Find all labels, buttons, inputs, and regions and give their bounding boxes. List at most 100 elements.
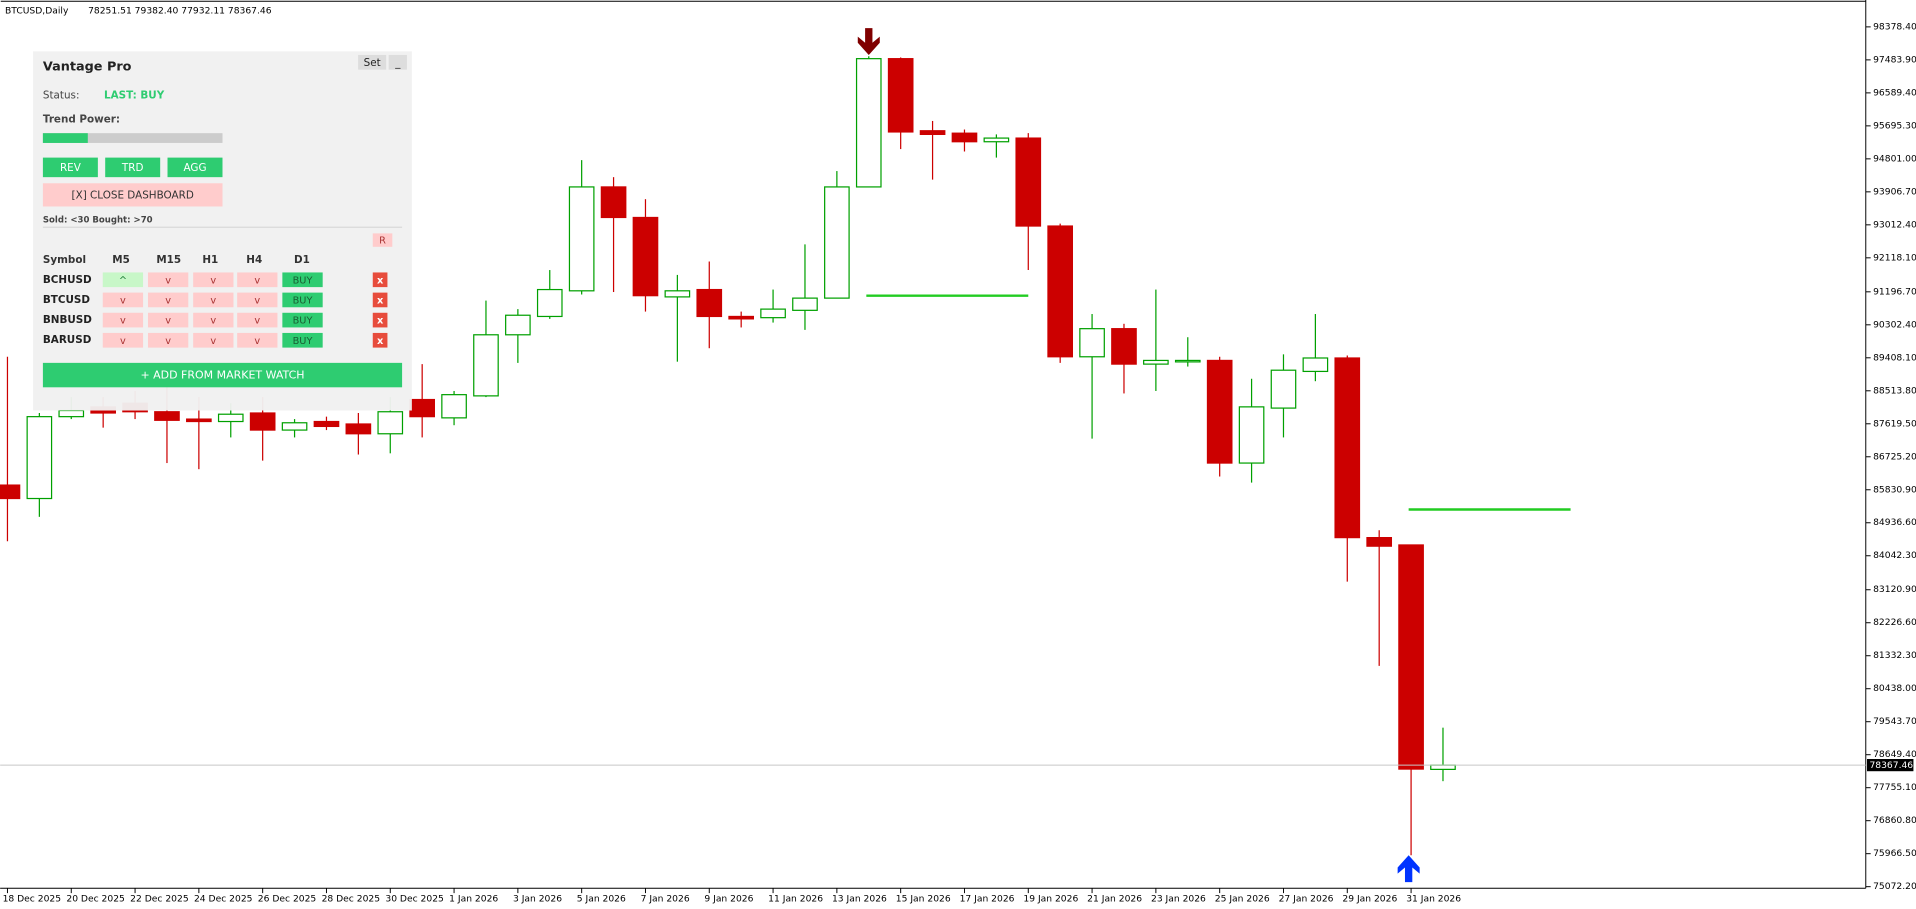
x-tick-label: 21 Jan 2026: [1087, 894, 1142, 905]
mode-button-label[interactable]: AGG: [184, 162, 207, 174]
candle-body: [1143, 359, 1169, 365]
signal-cell-label[interactable]: v: [165, 296, 171, 307]
candle-body: [1430, 764, 1456, 770]
candle-body: [760, 308, 786, 319]
signal-cell[interactable]: [193, 272, 234, 288]
x-tick-label: 18 Dec 2025: [3, 894, 62, 905]
signal-cell-label[interactable]: BUY: [293, 316, 313, 327]
signal-cell-label[interactable]: v: [210, 316, 216, 327]
y-tick-label: 97483.90: [1873, 54, 1916, 65]
candle-body: [1366, 537, 1393, 547]
signal-cell[interactable]: [193, 312, 234, 328]
minimize-button-label[interactable]: _: [394, 57, 401, 69]
table-header: M5: [112, 254, 130, 266]
reset-button[interactable]: [372, 233, 393, 247]
set-button-label[interactable]: Set: [364, 57, 381, 69]
signal-cell-label[interactable]: v: [254, 275, 260, 286]
signal-cell[interactable]: [237, 272, 278, 288]
signal-cell[interactable]: [237, 332, 278, 348]
remove-button-label[interactable]: x: [377, 316, 384, 327]
signal-cell-label[interactable]: v: [254, 316, 260, 327]
candle-body: [58, 409, 85, 418]
mode-button[interactable]: [167, 157, 223, 178]
y-tick-label: 93906.70: [1873, 186, 1916, 197]
candle-body: [281, 422, 308, 431]
signal-cell[interactable]: [193, 332, 234, 348]
remove-button[interactable]: [372, 292, 388, 308]
close-dashboard-button[interactable]: [42, 183, 223, 207]
ohlc-label: 78251.51 79382.40 77932.11 78367.46: [88, 5, 272, 16]
price-label-bg: [1867, 758, 1914, 772]
table-header: H4: [246, 254, 262, 266]
signal-cell-label[interactable]: BUY: [293, 296, 313, 307]
remove-button-label[interactable]: x: [377, 336, 384, 347]
plot: 98378.40 97483.90 96589.40 95695.30 94801.00…: [0, 21, 1916, 905]
remove-button-label[interactable]: x: [377, 296, 384, 307]
y-tick-label: 87619.50: [1873, 418, 1916, 429]
signal-cell[interactable]: [147, 292, 189, 308]
signal-cell-label[interactable]: v: [120, 336, 126, 347]
signal-cell-label[interactable]: v: [210, 275, 216, 286]
candle-body: [249, 412, 276, 431]
x-tick-label: 3 Jan 2026: [513, 894, 562, 905]
reset-button-label[interactable]: R: [379, 236, 386, 247]
y-tick-label: 83120.90: [1873, 584, 1916, 595]
signal-cell[interactable]: [147, 332, 189, 348]
remove-button-label[interactable]: x: [377, 275, 384, 286]
y-tick-label: 75966.50: [1873, 848, 1916, 859]
signal-cell[interactable]: [282, 312, 323, 328]
signal-cell-label[interactable]: v: [120, 316, 126, 327]
signal-cell[interactable]: [237, 292, 278, 308]
candle-body: [1334, 357, 1361, 539]
signal-cell-label[interactable]: v: [210, 336, 216, 347]
x-tick-label: 5 Jan 2026: [577, 894, 626, 905]
mode-button-label[interactable]: TRD: [121, 162, 144, 174]
mode-button[interactable]: [105, 157, 161, 178]
signal-cell[interactable]: [282, 272, 323, 288]
mode-button[interactable]: [42, 157, 98, 178]
buy-arrow: [1397, 855, 1420, 883]
signal-cell-label[interactable]: BUY: [293, 336, 313, 347]
signal-cell-label[interactable]: v: [254, 336, 260, 347]
candle-body: [536, 288, 563, 318]
signal-cell[interactable]: [282, 332, 323, 348]
candle-body: [728, 315, 755, 320]
close-dashboard-button-label[interactable]: [X] CLOSE DASHBOARD: [72, 189, 194, 201]
signal-cell[interactable]: [147, 312, 189, 328]
signal-cell[interactable]: [102, 312, 144, 328]
candle-body: [792, 297, 818, 311]
trend-bar: [42, 133, 223, 143]
signal-cell[interactable]: [102, 292, 144, 308]
signal-cell-label[interactable]: v: [165, 275, 171, 286]
signal-cell[interactable]: [237, 312, 278, 328]
signal-cell-label[interactable]: v: [165, 336, 171, 347]
y-tick-label: 80438.00: [1873, 683, 1916, 694]
signal-cell[interactable]: [102, 272, 144, 288]
symbol-cell: BNBUSD: [43, 314, 92, 326]
set-button[interactable]: [358, 54, 387, 70]
signal-cell-label[interactable]: BUY: [293, 275, 313, 286]
signal-cell-label[interactable]: v: [254, 296, 260, 307]
signal-cell-label[interactable]: ^: [119, 275, 127, 286]
x-tick-label: 20 Dec 2025: [66, 894, 125, 905]
add-button[interactable]: [42, 362, 403, 388]
add-button-label[interactable]: + ADD FROM MARKET WATCH: [140, 369, 304, 382]
candle-body: [632, 216, 659, 297]
signal-cell-label[interactable]: v: [120, 296, 126, 307]
mode-button-label[interactable]: REV: [60, 162, 82, 174]
x-tick-label: 28 Dec 2025: [322, 894, 381, 905]
y-tick-label: 85830.90: [1873, 484, 1916, 495]
signal-cell[interactable]: [147, 272, 189, 288]
remove-button[interactable]: [372, 272, 388, 288]
remove-button[interactable]: [372, 312, 388, 328]
signal-cell[interactable]: [102, 332, 144, 348]
signal-cell-label[interactable]: v: [210, 296, 216, 307]
signal-cell-label[interactable]: v: [165, 316, 171, 327]
candle-body: [887, 58, 914, 133]
y-tick-label: 82226.60: [1873, 617, 1916, 628]
remove-button[interactable]: [372, 332, 388, 348]
minimize-button[interactable]: [388, 54, 407, 70]
signal-cell[interactable]: [282, 292, 323, 308]
candle-body: [696, 288, 723, 318]
signal-cell[interactable]: [193, 292, 234, 308]
